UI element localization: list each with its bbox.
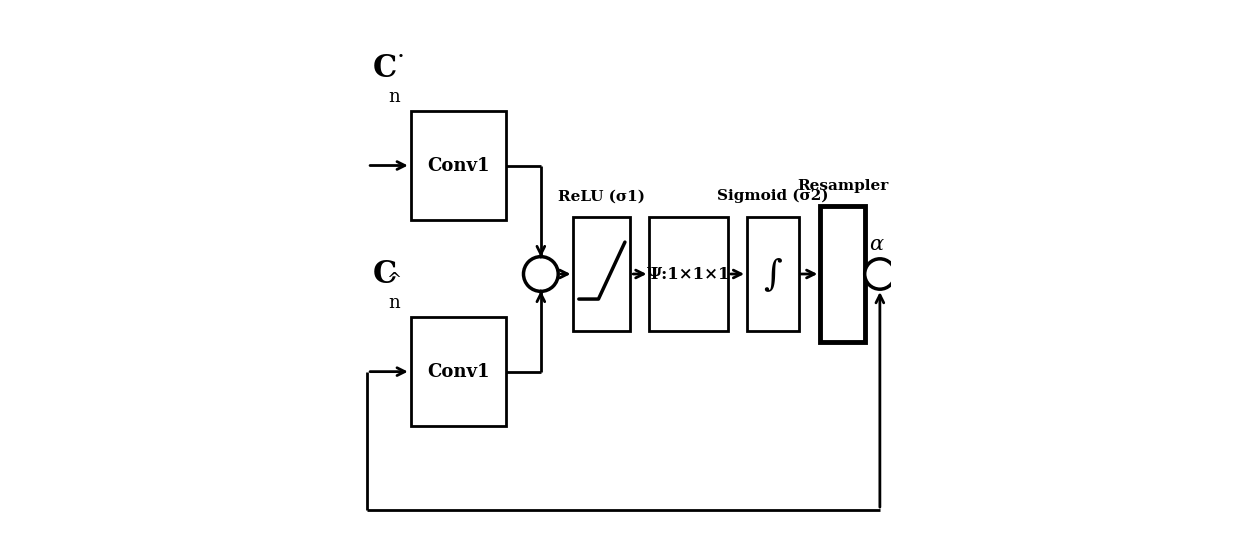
Text: Sigmoid (σ2): Sigmoid (σ2) (717, 189, 829, 203)
FancyBboxPatch shape (747, 217, 798, 331)
Text: C: C (373, 53, 396, 84)
Text: Conv1: Conv1 (427, 157, 489, 174)
Circle shape (524, 256, 559, 292)
FancyBboxPatch shape (574, 217, 631, 331)
Circle shape (865, 259, 895, 289)
Text: α: α (869, 235, 883, 254)
Text: ReLU (σ1): ReLU (σ1) (559, 190, 646, 203)
FancyBboxPatch shape (820, 206, 865, 342)
Text: ∫: ∫ (763, 257, 782, 291)
Text: Ψ:1×1×1: Ψ:1×1×1 (647, 265, 731, 283)
FancyBboxPatch shape (410, 317, 506, 426)
Text: Conv1: Conv1 (427, 363, 489, 381)
Text: C: C (373, 259, 396, 290)
Text: ^: ^ (387, 272, 401, 290)
FancyBboxPatch shape (649, 217, 729, 331)
Text: n: n (388, 294, 400, 312)
Text: .: . (396, 39, 405, 62)
Text: Resampler: Resampler (797, 179, 888, 193)
Text: n: n (388, 88, 400, 106)
FancyBboxPatch shape (410, 111, 506, 220)
